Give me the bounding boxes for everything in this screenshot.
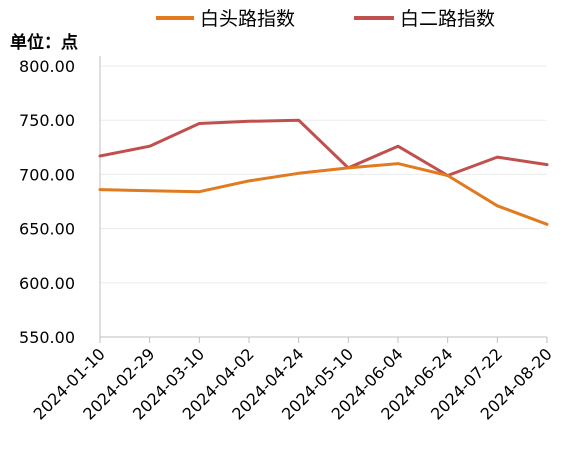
- series-layer: [98, 118, 549, 226]
- axis-layer: 550.00600.00650.00700.00750.00800.002024…: [19, 56, 556, 424]
- legend-label: 白二路指数: [400, 8, 495, 30]
- y-tick-label: 550.00: [19, 328, 75, 347]
- y-axis-unit-label: 单位：点: [10, 32, 78, 53]
- y-tick-label: 650.00: [19, 220, 75, 239]
- legend-label: 白头路指数: [200, 8, 295, 30]
- y-tick-label: 700.00: [19, 165, 75, 184]
- legend: 白头路指数 白二路指数: [156, 8, 495, 30]
- y-tick-label: 750.00: [19, 111, 75, 130]
- series-line-0: [98, 162, 549, 226]
- y-tick-label: 800.00: [19, 57, 75, 76]
- series-line-1: [98, 118, 549, 177]
- y-tick-label: 600.00: [19, 274, 75, 293]
- grid-layer: [100, 65, 547, 284]
